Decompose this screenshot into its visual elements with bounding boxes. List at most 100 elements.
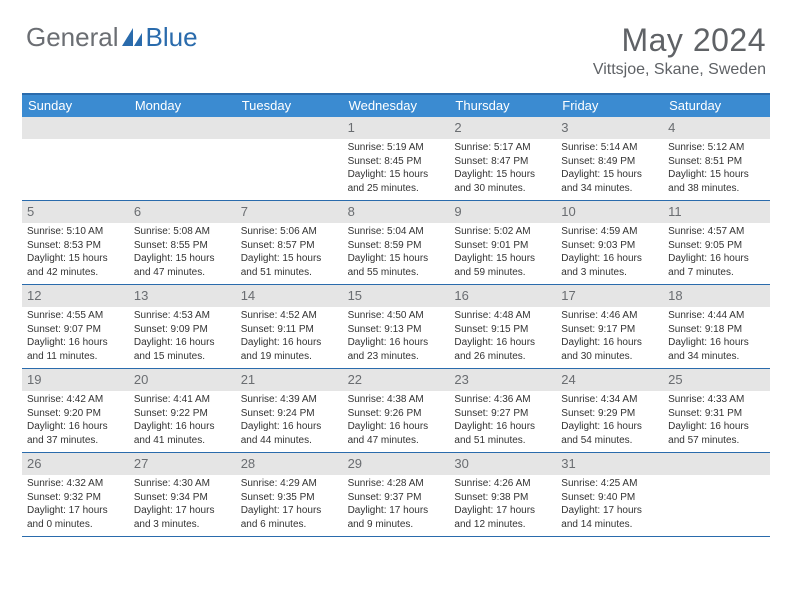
daynum-row: 20 bbox=[129, 369, 236, 391]
daylight-text: Daylight: 16 hours and 15 minutes. bbox=[134, 336, 232, 363]
daynum-row: 30 bbox=[449, 453, 556, 475]
brand-part2: Blue bbox=[146, 22, 198, 53]
day-details: Sunrise: 4:33 AMSunset: 9:31 PMDaylight:… bbox=[668, 393, 766, 447]
daylight-text: Daylight: 16 hours and 47 minutes. bbox=[348, 420, 446, 447]
day-number: 28 bbox=[241, 456, 255, 471]
day-number: 11 bbox=[668, 204, 682, 219]
sunset-text: Sunset: 9:27 PM bbox=[454, 407, 552, 421]
sunrise-text: Sunrise: 4:53 AM bbox=[134, 309, 232, 323]
sunrise-text: Sunrise: 4:39 AM bbox=[241, 393, 339, 407]
daylight-text: Daylight: 17 hours and 0 minutes. bbox=[27, 504, 125, 531]
day-cell: 30Sunrise: 4:26 AMSunset: 9:38 PMDayligh… bbox=[449, 453, 556, 536]
daynum-row: 8 bbox=[343, 201, 450, 223]
sunset-text: Sunset: 9:01 PM bbox=[454, 239, 552, 253]
daynum-row: 22 bbox=[343, 369, 450, 391]
daylight-text: Daylight: 16 hours and 37 minutes. bbox=[27, 420, 125, 447]
daynum-row: 21 bbox=[236, 369, 343, 391]
daylight-text: Daylight: 15 hours and 30 minutes. bbox=[454, 168, 552, 195]
day-details: Sunrise: 5:17 AMSunset: 8:47 PMDaylight:… bbox=[454, 141, 552, 195]
sunset-text: Sunset: 9:40 PM bbox=[561, 491, 659, 505]
day-number: 31 bbox=[561, 456, 575, 471]
sunrise-text: Sunrise: 5:08 AM bbox=[134, 225, 232, 239]
day-number: 27 bbox=[134, 456, 148, 471]
day-details: Sunrise: 5:10 AMSunset: 8:53 PMDaylight:… bbox=[27, 225, 125, 279]
daylight-text: Daylight: 15 hours and 25 minutes. bbox=[348, 168, 446, 195]
day-details: Sunrise: 4:28 AMSunset: 9:37 PMDaylight:… bbox=[348, 477, 446, 531]
sunset-text: Sunset: 8:59 PM bbox=[348, 239, 446, 253]
sunset-text: Sunset: 8:45 PM bbox=[348, 155, 446, 169]
sunset-text: Sunset: 9:26 PM bbox=[348, 407, 446, 421]
daylight-text: Daylight: 17 hours and 12 minutes. bbox=[454, 504, 552, 531]
daylight-text: Daylight: 15 hours and 51 minutes. bbox=[241, 252, 339, 279]
sunrise-text: Sunrise: 4:34 AM bbox=[561, 393, 659, 407]
day-cell: 16Sunrise: 4:48 AMSunset: 9:15 PMDayligh… bbox=[449, 285, 556, 368]
day-header-cell: Sunday bbox=[22, 95, 129, 117]
sunrise-text: Sunrise: 4:30 AM bbox=[134, 477, 232, 491]
sunset-text: Sunset: 9:31 PM bbox=[668, 407, 766, 421]
daylight-text: Daylight: 16 hours and 54 minutes. bbox=[561, 420, 659, 447]
sunset-text: Sunset: 8:51 PM bbox=[668, 155, 766, 169]
day-cell: 10Sunrise: 4:59 AMSunset: 9:03 PMDayligh… bbox=[556, 201, 663, 284]
day-number: 17 bbox=[561, 288, 575, 303]
day-details: Sunrise: 4:42 AMSunset: 9:20 PMDaylight:… bbox=[27, 393, 125, 447]
daynum-row: 13 bbox=[129, 285, 236, 307]
day-cell: 3 Sunrise: 5:14 AMSunset: 8:49 PMDaylight… bbox=[556, 117, 663, 200]
day-number: 22 bbox=[348, 372, 362, 387]
day-cell bbox=[663, 453, 770, 536]
sunset-text: Sunset: 8:55 PM bbox=[134, 239, 232, 253]
day-details: Sunrise: 4:55 AMSunset: 9:07 PMDaylight:… bbox=[27, 309, 125, 363]
day-cell: 23Sunrise: 4:36 AMSunset: 9:27 PMDayligh… bbox=[449, 369, 556, 452]
sunrise-text: Sunrise: 4:55 AM bbox=[27, 309, 125, 323]
weeks-container: 1Sunrise: 5:19 AMSunset: 8:45 PMDaylight… bbox=[22, 117, 770, 537]
day-details: Sunrise: 5:08 AMSunset: 8:55 PMDaylight:… bbox=[134, 225, 232, 279]
daynum-row: 15 bbox=[343, 285, 450, 307]
week-row: 1Sunrise: 5:19 AMSunset: 8:45 PMDaylight… bbox=[22, 117, 770, 201]
day-number: 5 bbox=[27, 204, 34, 219]
sunset-text: Sunset: 9:20 PM bbox=[27, 407, 125, 421]
day-cell: 13 Sunrise: 4:53 AMSunset: 9:09 PMDayligh… bbox=[129, 285, 236, 368]
daynum-row: 24 bbox=[556, 369, 663, 391]
daynum-row bbox=[22, 117, 129, 139]
sunrise-text: Sunrise: 4:36 AM bbox=[454, 393, 552, 407]
day-details: Sunrise: 5:06 AMSunset: 8:57 PMDaylight:… bbox=[241, 225, 339, 279]
sunset-text: Sunset: 9:18 PM bbox=[668, 323, 766, 337]
day-number: 2 bbox=[454, 120, 461, 135]
day-details: Sunrise: 4:39 AMSunset: 9:24 PMDaylight:… bbox=[241, 393, 339, 447]
day-details: Sunrise: 4:57 AMSunset: 9:05 PMDaylight:… bbox=[668, 225, 766, 279]
daylight-text: Daylight: 16 hours and 57 minutes. bbox=[668, 420, 766, 447]
title-block: May 2024 Vittsjoe, Skane, Sweden bbox=[593, 22, 766, 79]
sunset-text: Sunset: 9:09 PM bbox=[134, 323, 232, 337]
day-details: Sunrise: 4:44 AMSunset: 9:18 PMDaylight:… bbox=[668, 309, 766, 363]
day-cell: 28Sunrise: 4:29 AMSunset: 9:35 PMDayligh… bbox=[236, 453, 343, 536]
sunrise-text: Sunrise: 5:04 AM bbox=[348, 225, 446, 239]
daylight-text: Daylight: 15 hours and 55 minutes. bbox=[348, 252, 446, 279]
day-number: 16 bbox=[454, 288, 468, 303]
daylight-text: Daylight: 17 hours and 14 minutes. bbox=[561, 504, 659, 531]
sunrise-text: Sunrise: 4:57 AM bbox=[668, 225, 766, 239]
day-number: 3 bbox=[561, 120, 568, 135]
daynum-row: 18 bbox=[663, 285, 770, 307]
daynum-row: 14 bbox=[236, 285, 343, 307]
day-cell: 1Sunrise: 5:19 AMSunset: 8:45 PMDaylight… bbox=[343, 117, 450, 200]
daylight-text: Daylight: 15 hours and 42 minutes. bbox=[27, 252, 125, 279]
week-row: 26Sunrise: 4:32 AMSunset: 9:32 PMDayligh… bbox=[22, 453, 770, 537]
day-cell: 29Sunrise: 4:28 AMSunset: 9:37 PMDayligh… bbox=[343, 453, 450, 536]
day-details: Sunrise: 5:14 AMSunset: 8:49 PMDaylight:… bbox=[561, 141, 659, 195]
day-number: 26 bbox=[27, 456, 41, 471]
daynum-row: 9 bbox=[449, 201, 556, 223]
daynum-row: 28 bbox=[236, 453, 343, 475]
day-cell bbox=[22, 117, 129, 200]
sunrise-text: Sunrise: 4:29 AM bbox=[241, 477, 339, 491]
daynum-row: 11 bbox=[663, 201, 770, 223]
brand-part1: General bbox=[26, 22, 119, 53]
location-text: Vittsjoe, Skane, Sweden bbox=[593, 61, 766, 79]
daynum-row: 3 bbox=[556, 117, 663, 139]
day-cell: 20Sunrise: 4:41 AMSunset: 9:22 PMDayligh… bbox=[129, 369, 236, 452]
sunrise-text: Sunrise: 4:33 AM bbox=[668, 393, 766, 407]
day-number: 19 bbox=[27, 372, 41, 387]
day-cell: 18Sunrise: 4:44 AMSunset: 9:18 PMDayligh… bbox=[663, 285, 770, 368]
sunrise-text: Sunrise: 4:59 AM bbox=[561, 225, 659, 239]
day-number: 6 bbox=[134, 204, 141, 219]
day-number: 8 bbox=[348, 204, 355, 219]
day-number: 9 bbox=[454, 204, 461, 219]
